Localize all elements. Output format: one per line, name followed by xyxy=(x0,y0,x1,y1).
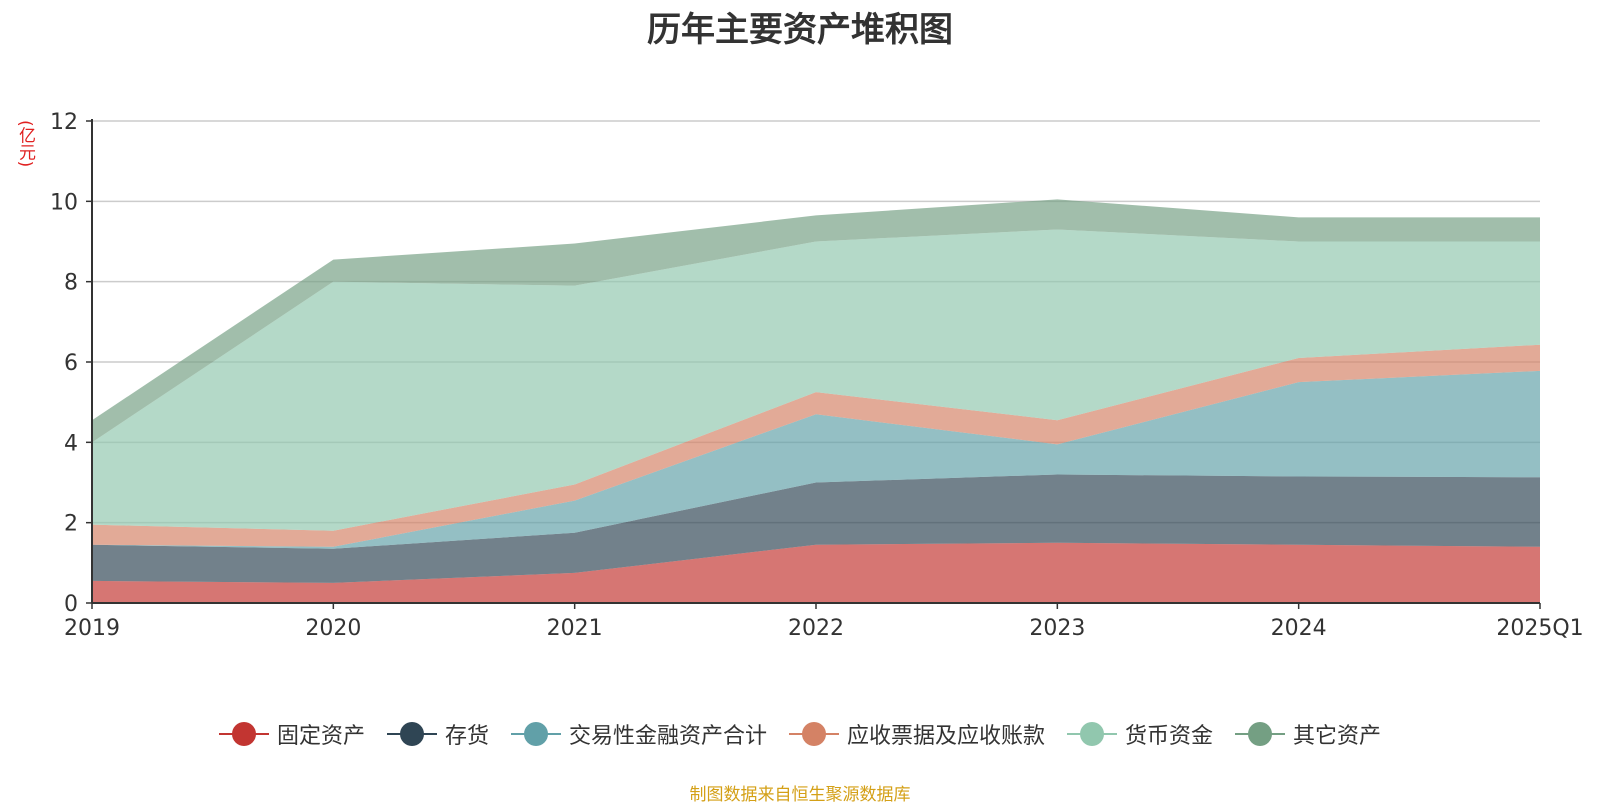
legend-item[interactable]: 其它资产 xyxy=(1235,718,1381,750)
y-tick-label: 10 xyxy=(50,190,78,215)
area-series-4 xyxy=(92,344,1540,547)
x-tick-label: 2021 xyxy=(547,616,603,641)
legend-marker-icon xyxy=(386,722,437,746)
legend-label: 其它资产 xyxy=(1293,724,1382,749)
y-tick-label: 2 xyxy=(64,512,78,537)
legend-marker-icon xyxy=(510,722,561,746)
legend-marker-icon xyxy=(1067,722,1118,746)
legend-item[interactable]: 应收票据及应收账款 xyxy=(789,718,1045,750)
x-tick-label: 2024 xyxy=(1271,616,1327,641)
chart-legend: 固定资产 存货 交易性金融资产合计 应收票据及应收账款 货币资金 其它资产 xyxy=(0,718,1600,750)
x-tick-label: 2019 xyxy=(64,616,120,641)
legend-label: 应收票据及应收账款 xyxy=(847,724,1046,749)
area-series-2 xyxy=(92,474,1540,583)
legend-marker-icon xyxy=(218,722,269,746)
legend-label: 交易性金融资产合计 xyxy=(568,724,767,749)
data-source-note: 制图数据来自恒生聚源数据库 xyxy=(689,785,911,805)
legend-marker-icon xyxy=(1235,722,1286,746)
x-tick-label: 2023 xyxy=(1029,616,1085,641)
chart-title: 历年主要资产堆积图 xyxy=(647,10,953,50)
legend-item[interactable]: 交易性金融资产合计 xyxy=(510,718,767,750)
y-tick-label: 6 xyxy=(64,351,78,376)
legend-item[interactable]: 货币资金 xyxy=(1067,718,1213,750)
area-series-3 xyxy=(92,370,1540,549)
y-tick-label: 4 xyxy=(64,431,78,456)
y-tick-label: 12 xyxy=(50,110,78,135)
legend-item[interactable]: 固定资产 xyxy=(218,718,365,750)
area-series-1 xyxy=(92,542,1540,603)
x-tick-label: 2020 xyxy=(305,616,361,641)
area-series-6 xyxy=(92,199,1540,443)
legend-label: 货币资金 xyxy=(1125,724,1214,749)
y-tick-label: 8 xyxy=(64,271,78,296)
legend-item[interactable]: 存货 xyxy=(386,718,489,750)
y-tick-label: 0 xyxy=(64,592,78,617)
stacked-area-chart: 0 2 4 6 8 10 12 2019 2020 2021 2022 2023 2024 2025Q1 xyxy=(50,110,1584,641)
x-tick-label: 2022 xyxy=(788,616,844,641)
x-tick-label: 2025Q1 xyxy=(1496,616,1583,641)
y-axis-unit-label: (亿元) xyxy=(15,120,35,168)
area-series-5 xyxy=(92,229,1540,531)
legend-label: 固定资产 xyxy=(276,724,365,749)
legend-marker-icon xyxy=(789,722,839,746)
legend-label: 存货 xyxy=(444,724,489,749)
